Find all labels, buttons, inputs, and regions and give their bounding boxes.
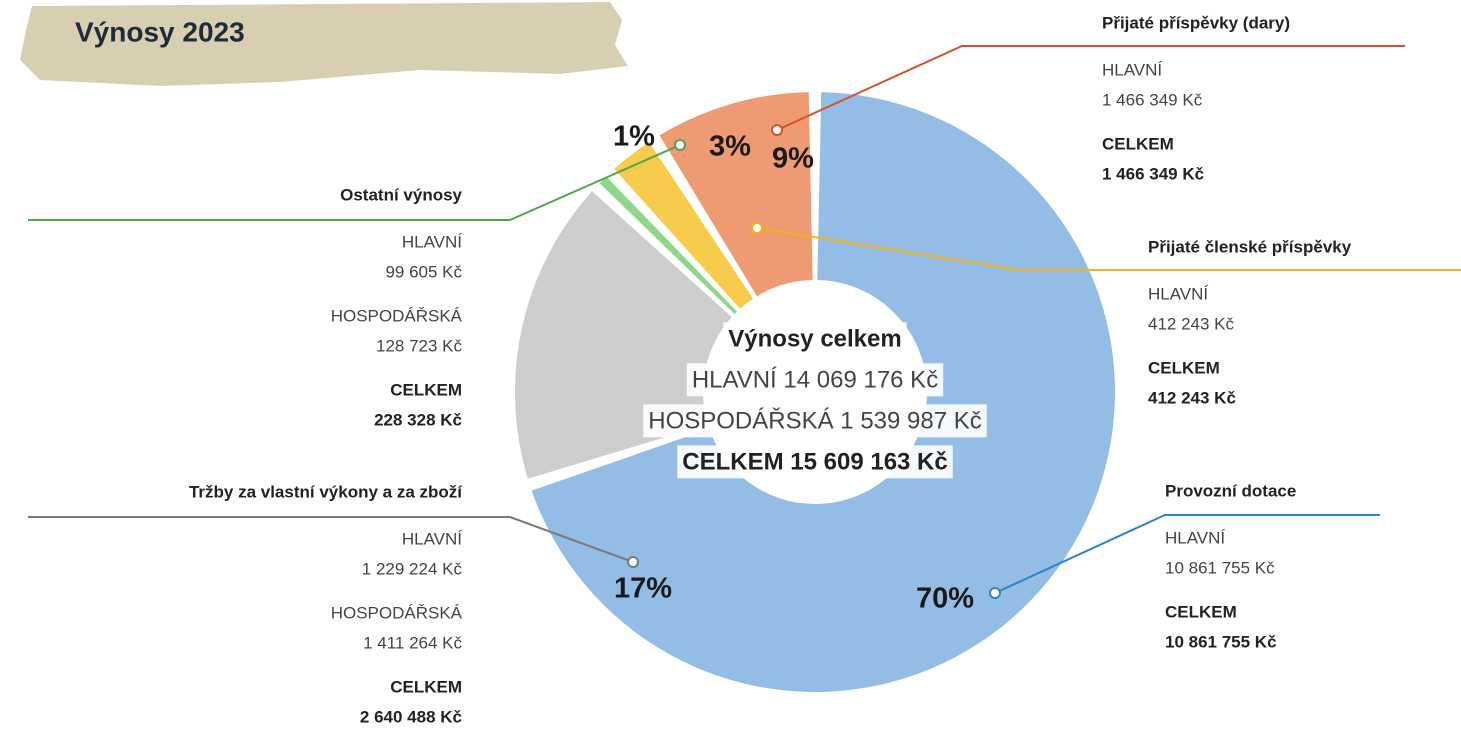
category-name: Přijaté členské příspěvky (1148, 237, 1352, 256)
detail-label: HLAVNÍ (1148, 284, 1208, 303)
percent-label: 70% (916, 583, 974, 615)
detail-label: HLAVNÍ (402, 529, 462, 548)
leader-marker (772, 125, 782, 135)
category-name: Ostatní výnosy (340, 185, 462, 204)
leader-line (28, 517, 633, 562)
percent-label: 9% (772, 143, 814, 175)
chart: Výnosy 2023 70% Provozní dotace HLAVNÍ 10 8… (0, 0, 1461, 729)
detail-label: HOSPODÁŘSKÁ (331, 306, 463, 325)
center-line: HLAVNÍ 14 069 176 Kč (692, 366, 938, 393)
leader-marker (990, 588, 1000, 598)
detail-label: HLAVNÍ (1165, 528, 1225, 547)
total-label: CELKEM (390, 380, 462, 399)
percent-label: 17% (614, 573, 672, 605)
leader-marker (675, 140, 685, 150)
category-name: Přijaté příspěvky (dary) (1102, 13, 1290, 32)
category-name: Provozní dotace (1165, 481, 1296, 500)
detail-amount: 128 723 Kč (376, 336, 463, 355)
total-label: CELKEM (1148, 358, 1220, 377)
center-line: HOSPODÁŘSKÁ 1 539 987 Kč (648, 407, 982, 434)
total-amount: 412 243 Kč (1148, 388, 1236, 407)
center-total: CELKEM 15 609 163 Kč (682, 448, 947, 475)
category-name: Tržby za vlastní výkony a za zboží (189, 482, 463, 501)
total-amount: 1 466 349 Kč (1102, 164, 1204, 183)
total-label: CELKEM (1102, 134, 1174, 153)
chart-title: Výnosy 2023 (75, 16, 245, 47)
detail-amount: 10 861 755 Kč (1165, 558, 1275, 577)
total-amount: 228 328 Kč (374, 410, 462, 429)
leader-marker (628, 557, 638, 567)
total-amount: 10 861 755 Kč (1165, 632, 1277, 651)
detail-amount: 1 411 264 Kč (363, 633, 462, 652)
leader-marker (752, 223, 762, 233)
percent-label: 3% (709, 131, 751, 163)
detail-label: HOSPODÁŘSKÁ (331, 603, 463, 622)
detail-amount: 412 243 Kč (1148, 314, 1235, 333)
detail-amount: 1 466 349 Kč (1102, 90, 1203, 109)
total-amount: 2 640 488 Kč (360, 707, 462, 726)
detail-amount: 99 605 Kč (385, 262, 462, 281)
center-title: Výnosy celkem (728, 325, 901, 352)
detail-label: HLAVNÍ (402, 232, 462, 251)
total-label: CELKEM (390, 677, 462, 696)
detail-label: HLAVNÍ (1102, 60, 1162, 79)
total-label: CELKEM (1165, 602, 1237, 621)
detail-amount: 1 229 224 Kč (362, 559, 463, 578)
percent-label: 1% (613, 121, 655, 153)
